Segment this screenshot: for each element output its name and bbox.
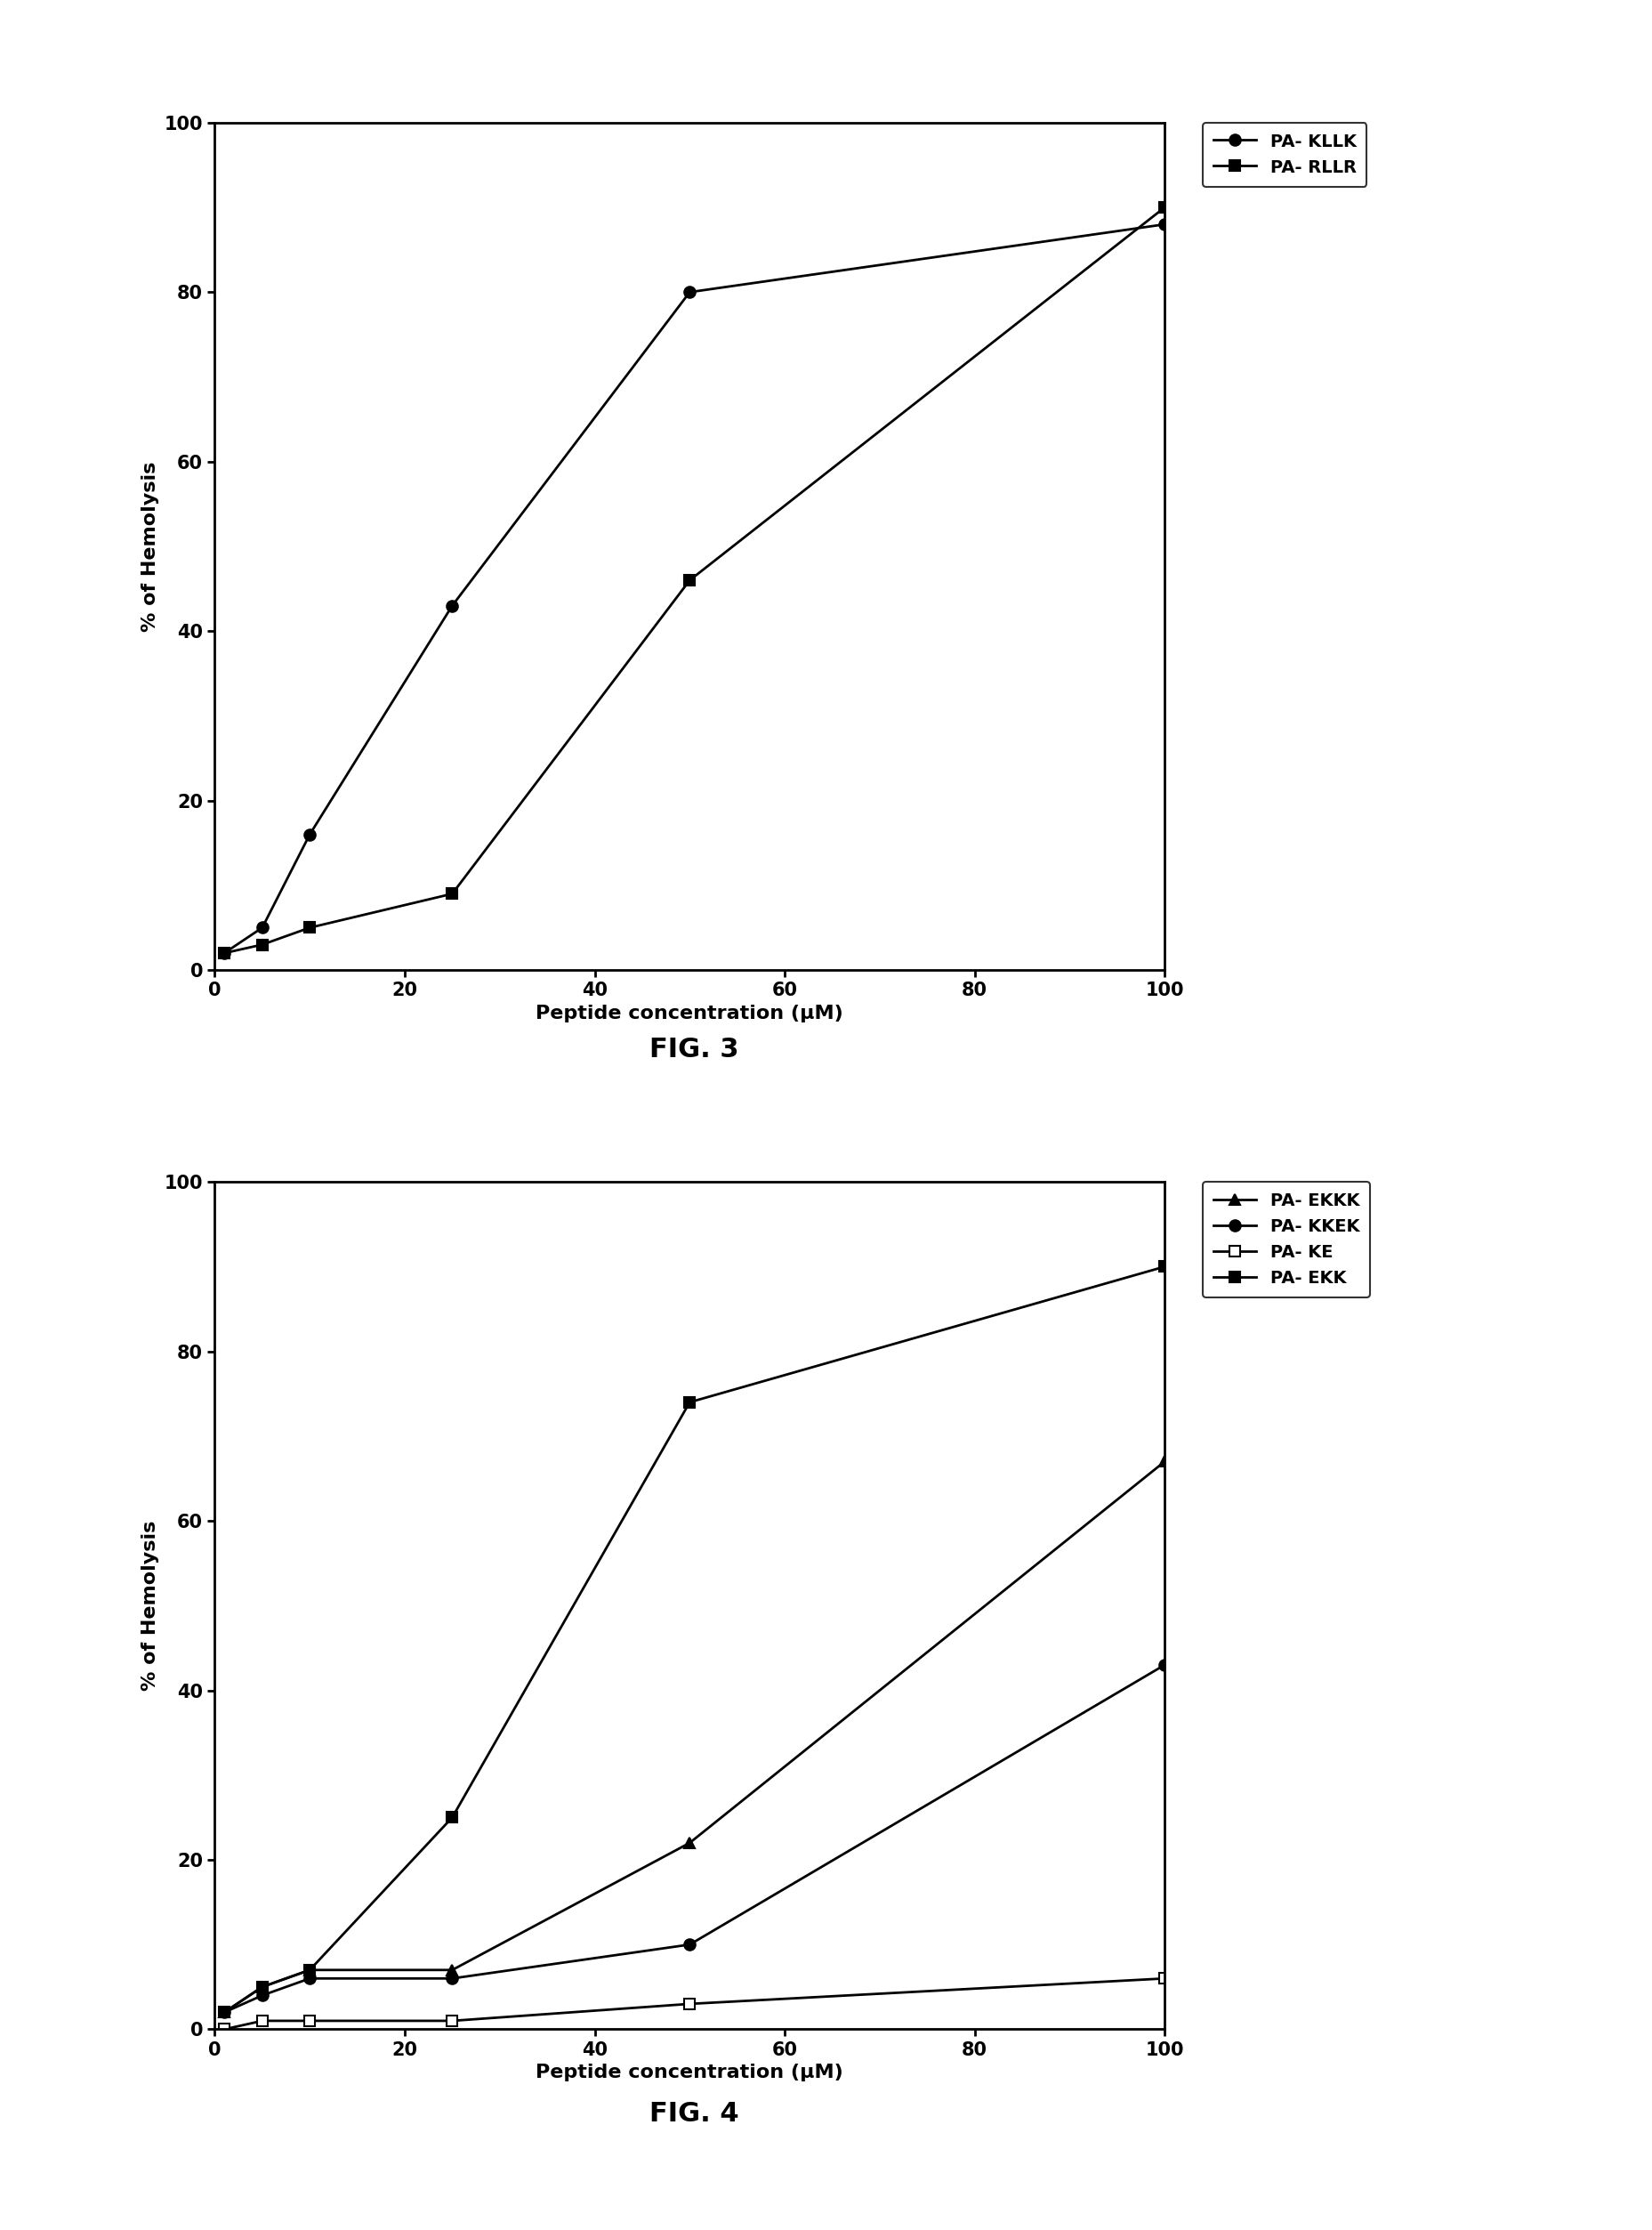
Legend: PA- KLLK, PA- RLLR: PA- KLLK, PA- RLLR (1203, 123, 1366, 187)
X-axis label: Peptide concentration (μM): Peptide concentration (μM) (535, 2063, 844, 2081)
Text: FIG. 4: FIG. 4 (649, 2101, 738, 2127)
Legend: PA- EKKK, PA- KKEK, PA- KE, PA- EKK: PA- EKKK, PA- KKEK, PA- KE, PA- EKK (1203, 1182, 1370, 1298)
X-axis label: Peptide concentration (μM): Peptide concentration (μM) (535, 1004, 844, 1021)
Y-axis label: % of Hemolysis: % of Hemolysis (142, 1521, 159, 1690)
Text: FIG. 3: FIG. 3 (649, 1037, 738, 1064)
Y-axis label: % of Hemolysis: % of Hemolysis (142, 462, 159, 631)
